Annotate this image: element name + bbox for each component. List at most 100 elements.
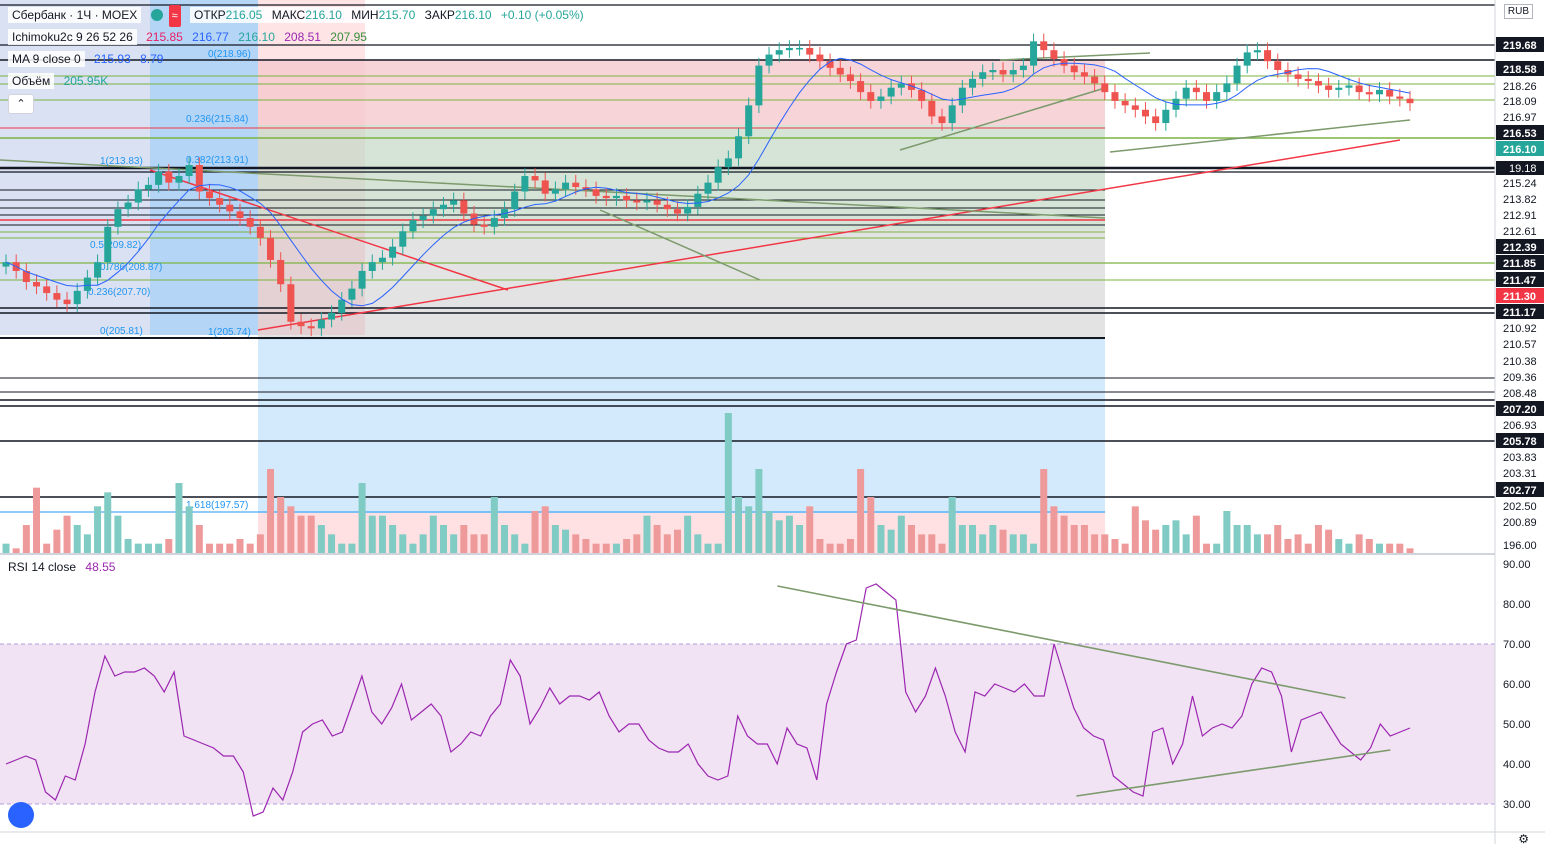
price-pane[interactable]: 0(218.96) 0.236(215.84) 0.382(213.91) 1(213… [0,0,1545,555]
candle-body [429,209,437,216]
low-label: МИН [351,8,379,22]
fib-zone-green [258,125,1105,230]
price-tag [1496,272,1544,287]
ma-row[interactable]: MA 9 close 0 215.93 8.79 [8,48,600,70]
candle-body [999,70,1007,75]
volume-row[interactable]: Объём 205.95K [8,70,600,92]
candle-body [175,176,183,183]
candle-body [826,61,834,68]
ma-extra-value: 8.79 [140,52,164,66]
candle-body [755,65,763,106]
rsi-legend[interactable]: RSI 14 close 48.55 [8,560,115,574]
candle-body [236,211,244,218]
volume-bar [1131,506,1139,553]
low-value: 215.70 [378,8,416,22]
tradingview-logo-icon[interactable] [8,802,34,828]
volume-bar [73,525,81,553]
candle-body [1121,100,1129,106]
candle-body [541,180,549,194]
wave-icon[interactable]: ≈ [168,5,181,27]
volume-bar [1213,543,1221,553]
fib-label: 1(205.74) [208,327,251,338]
price-axis-label: 216.97 [1503,112,1537,124]
candle-body [1152,116,1160,124]
price-axis-label: 205.78 [1503,436,1537,448]
volume-bar [328,534,336,553]
candle-body [277,259,285,285]
candle-body [1355,85,1363,93]
candle-body [653,200,661,205]
rsi-pane[interactable] [0,583,1495,817]
gear-icon[interactable]: ⚙ [1518,832,1529,846]
volume-bar [979,534,987,553]
candle-body [155,171,163,185]
price-tag-partial [1496,161,1544,175]
volume-bar [897,515,905,553]
candle-body [1375,89,1383,95]
fib-label: 0(205.81) [100,326,143,337]
ichimoku-value-5: 207.95 [330,30,367,44]
price-axis[interactable]: 219.68 218.58 218.26 218.09 216.97 216.53 216.… [1494,0,1545,844]
volume-bar [501,525,509,553]
candle-body [521,176,529,192]
rsi-axis-label: 30.00 [1503,799,1531,811]
volume-bar [1396,543,1404,553]
volume-bar [1152,529,1160,553]
volume-bar [1355,534,1363,553]
volume-bar [907,525,915,553]
candle-body [307,326,315,329]
candle-body [857,81,865,93]
fib-label: 0.786(208.87) [100,262,162,273]
volume-bar [1345,543,1353,553]
volume-bar [1192,515,1200,553]
ichimoku-label[interactable]: Ichimoku2c 9 26 52 26 [8,29,137,45]
price-axis-label: 216.10 [1503,144,1537,156]
volume-bar [134,543,142,553]
candle-body [562,182,570,190]
volume-bar [277,497,285,553]
price-axis-label: 202.50 [1503,501,1537,513]
volume-bar [114,515,122,553]
chevron-up-icon[interactable]: ⌃ [8,94,34,114]
volume-bar [1060,515,1068,553]
high-value: 216.10 [305,8,342,22]
candle-body [633,200,641,203]
candle-body [551,189,559,194]
candle-body [1335,87,1343,90]
volume-bar [663,534,671,553]
candle-body [735,136,743,159]
volume-bar [796,525,804,553]
ma-line [5,57,1411,307]
price-axis-label: 212.61 [1503,226,1537,238]
volume-bar [1162,525,1170,553]
volume-bar [938,543,946,553]
volume-bar [1375,543,1383,553]
candle-body [450,200,458,205]
price-axis-label: 203.83 [1503,452,1537,464]
volume-bar [562,529,570,553]
candle-body [1314,81,1322,86]
open-value: 216.05 [225,8,263,22]
candle-body [1253,50,1261,53]
rsi-axis-label: 60.00 [1503,679,1531,691]
candle-body [663,204,671,210]
volume-label[interactable]: Объём [8,73,55,89]
candle-body [877,96,885,101]
price-axis-label: 212.39 [1503,242,1537,254]
symbol-title[interactable]: Сбербанк · 1Ч · MOEX [8,7,142,23]
volume-bar [1274,525,1282,553]
price-axis-label: 210.92 [1503,323,1537,335]
volume-bar [94,506,102,553]
candle-body [1365,92,1373,95]
ichimoku-row[interactable]: Ichimoku2c 9 26 52 26 215.85 216.77 216.… [8,26,600,48]
volume-bar [643,515,651,553]
rsi-label[interactable]: RSI 14 close [8,560,77,574]
candle-body [867,92,875,101]
volume-bar [399,534,407,553]
price-axis-label: 210.57 [1503,339,1537,351]
fib-label: 0(218.96) [208,49,251,60]
ma-label[interactable]: MA 9 close 0 [8,51,85,67]
currency-badge[interactable]: RUB [1503,4,1533,19]
candle-body [134,189,142,203]
